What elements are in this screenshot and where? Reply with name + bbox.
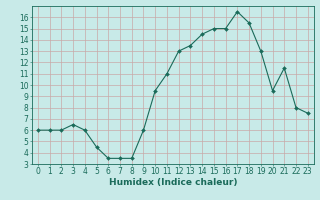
X-axis label: Humidex (Indice chaleur): Humidex (Indice chaleur) (108, 178, 237, 187)
